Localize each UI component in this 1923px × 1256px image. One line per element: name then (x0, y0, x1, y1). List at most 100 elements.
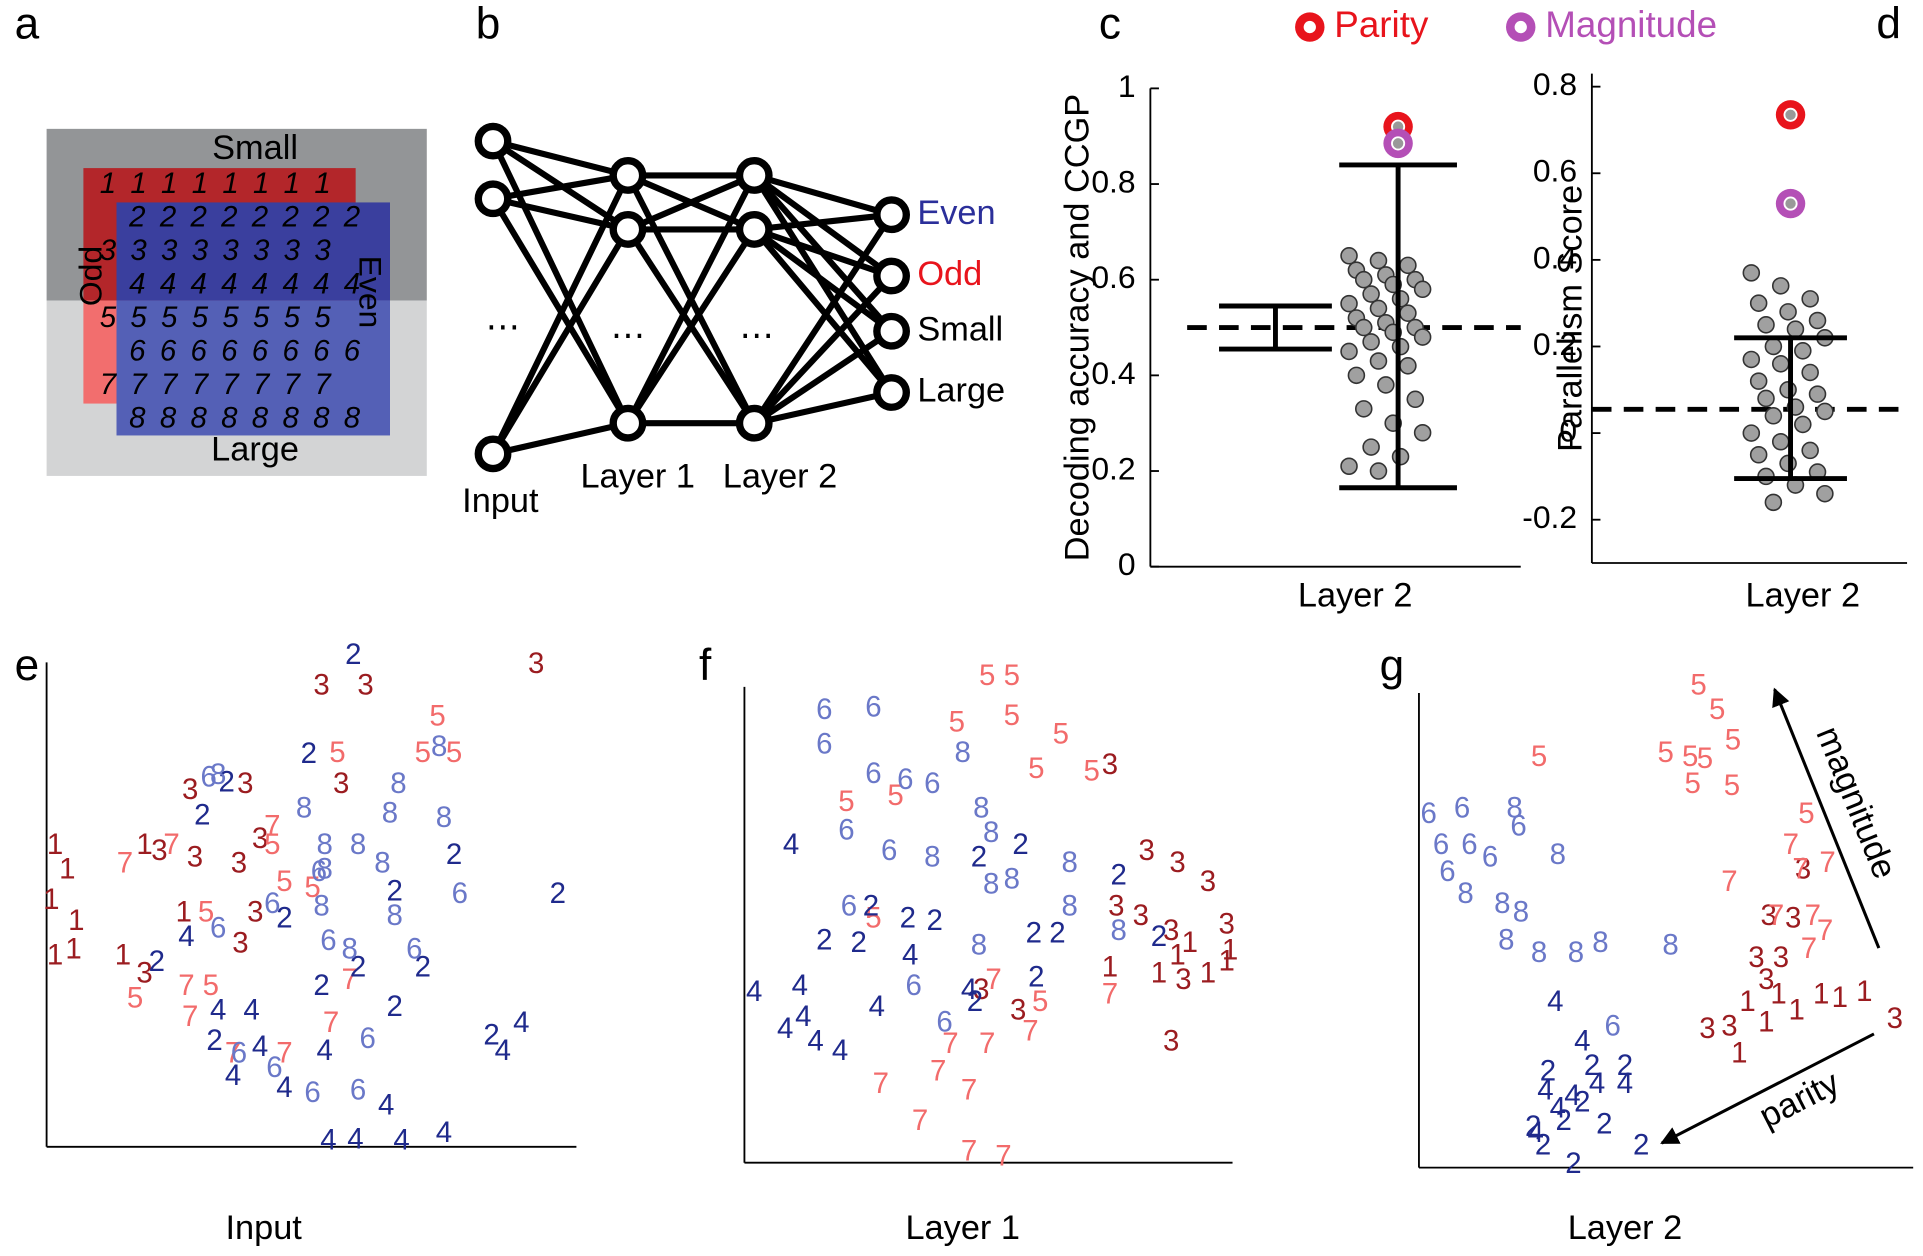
digit-point: 2 (219, 765, 235, 798)
layer-label: Layer 1 (580, 457, 695, 495)
digit-point: 2 (1633, 1128, 1649, 1161)
digit-sample: 1 (314, 167, 330, 200)
digit-point: 6 (264, 887, 280, 920)
digit-point: 4 (1564, 1079, 1580, 1112)
y-tick-label: 0 (1118, 546, 1136, 582)
dot (1399, 256, 1417, 275)
edge (752, 328, 894, 426)
legend-label: Magnitude (1545, 4, 1717, 45)
y-tick-label: 0 (1559, 413, 1577, 449)
digit-sample: 4 (190, 267, 206, 300)
digit-point: 1 (1856, 975, 1872, 1008)
digit-sample: 7 (192, 368, 210, 401)
digit-point: 4 (495, 1034, 511, 1067)
dot (1354, 400, 1373, 418)
digit-point: 1 (47, 828, 63, 861)
digit-point: 1 (136, 828, 152, 861)
digit-point: 5 (198, 896, 214, 929)
digit-point: 8 (341, 932, 357, 965)
digit-point: 1 (1832, 981, 1848, 1014)
digit-point: 4 (1617, 1067, 1633, 1100)
digit-point: 1 (1788, 993, 1804, 1026)
digit-sample: 5 (130, 301, 147, 334)
edge (753, 211, 892, 233)
digit-point: 3 (237, 767, 253, 800)
digit-point: 2 (1574, 1086, 1590, 1119)
digit-point: 1 (1182, 926, 1198, 959)
output-label: Small (917, 310, 1003, 348)
digit-point: 5 (1004, 699, 1020, 732)
digit-point: 7 (979, 1027, 995, 1060)
digit-point: 2 (863, 889, 879, 922)
edge (490, 227, 631, 456)
digit-point: 6 (816, 693, 832, 726)
digit-point: 7 (873, 1067, 889, 1100)
digit-point: 7 (323, 1006, 339, 1039)
dot (1340, 247, 1358, 265)
dot (1757, 389, 1775, 408)
digit-sample: 2 (281, 201, 298, 234)
digit-point: 7 (1721, 865, 1737, 898)
legend-marker-center (1514, 20, 1527, 34)
panel-label: g (1380, 641, 1405, 690)
dot (1749, 445, 1768, 464)
digit-point: 3 (1761, 899, 1777, 932)
error-bar (1734, 335, 1847, 482)
dot (1413, 328, 1432, 346)
digit-sample: 3 (130, 234, 147, 267)
node (873, 374, 910, 411)
digit-point: 6 (1421, 797, 1437, 830)
digit-point: 4 (1537, 1073, 1553, 1106)
digit-point: 7 (1102, 978, 1118, 1011)
digit-sample: 3 (222, 234, 239, 267)
digit-sample: 1 (284, 167, 300, 200)
digit-point: 2 (301, 737, 317, 770)
digit-point: 8 (1592, 926, 1608, 959)
digit-point: 3 (1169, 846, 1185, 879)
digit-sample: 7 (314, 368, 332, 401)
digit-point: 1 (1218, 944, 1234, 977)
digit-point: 5 (415, 736, 431, 769)
group-label: Odd (73, 246, 109, 306)
digit-point: 6 (231, 1037, 247, 1070)
digit-point: 4 (252, 1030, 268, 1063)
highlight-dichotomy (1775, 100, 1806, 130)
edge (490, 139, 631, 425)
digit-point: 3 (1133, 899, 1149, 932)
digit-point: 3 (333, 767, 349, 800)
dot (1340, 457, 1358, 476)
digit-point: 5 (1724, 769, 1740, 802)
digit-sample: 2 (343, 201, 360, 234)
output-label: Odd (917, 255, 982, 293)
digit-sample: 3 (253, 234, 270, 267)
digit-point: 4 (869, 990, 885, 1023)
digit-point: 5 (865, 902, 881, 935)
digit-point: 1 (1758, 1006, 1774, 1039)
magnitude-arrow (1772, 687, 1881, 949)
digit-point: 3 (182, 773, 198, 806)
legend-label: Parity (1334, 4, 1429, 45)
dot (1771, 355, 1790, 373)
digit-point: 1 (1731, 1037, 1747, 1070)
digit-sample: 5 (284, 301, 301, 334)
dot (1340, 342, 1358, 361)
digit-point: 2 (1596, 1108, 1612, 1141)
digit-point: 6 (838, 813, 854, 846)
digit-sample: 3 (284, 234, 301, 267)
edge (492, 172, 629, 202)
node (873, 196, 910, 234)
digit-point: 5 (1053, 718, 1069, 751)
y-tick-label: 0.4 (1091, 355, 1135, 391)
digit-point: 4 (1528, 1116, 1544, 1149)
digit-point: 5 (1658, 736, 1674, 769)
digit-point: 8 (1061, 846, 1077, 879)
digit-point: 7 (1801, 932, 1817, 965)
digit-point: 3 (247, 896, 263, 929)
digit-point: 7 (341, 963, 357, 996)
dot (1771, 432, 1790, 451)
digit-point: 4 (436, 1116, 452, 1149)
highlight-dichotomy (1383, 128, 1413, 159)
digit-point: 7 (178, 969, 194, 1002)
y-tick-label: -0.2 (1522, 499, 1577, 535)
digit-sample: 7 (161, 368, 179, 401)
